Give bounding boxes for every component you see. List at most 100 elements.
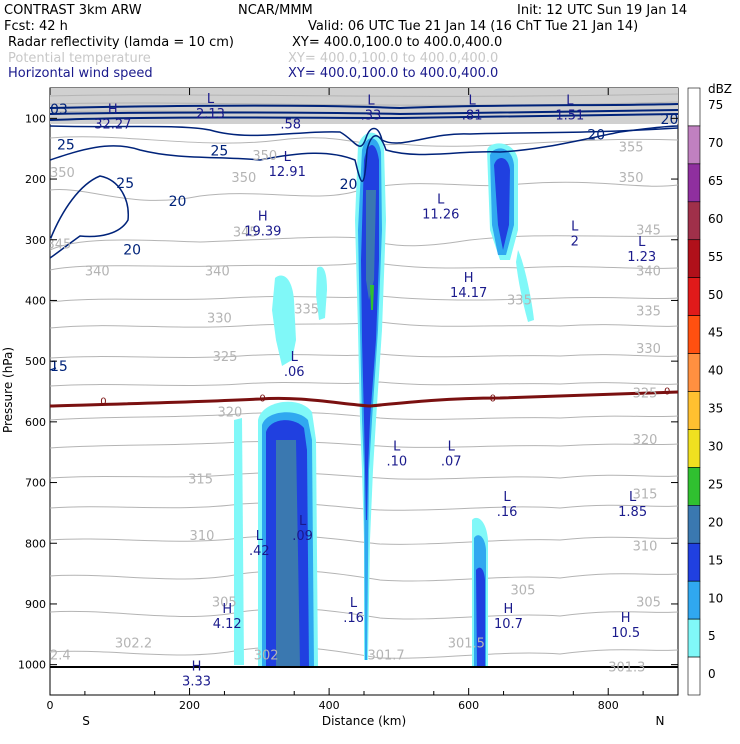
extremum-value: 32.27 xyxy=(94,117,131,132)
y-tick-label: 700 xyxy=(25,477,46,490)
colorbar-label: 5 xyxy=(708,629,716,643)
theta-label: 305 xyxy=(212,596,237,611)
theta-label: 335 xyxy=(294,303,319,318)
extremum-value: .58 xyxy=(280,117,301,132)
colorbar-swatch xyxy=(687,163,701,203)
colorbar-label: 40 xyxy=(708,364,723,378)
echo-central-green xyxy=(370,285,374,310)
theta-label: 345 xyxy=(233,225,258,240)
theta-contour xyxy=(50,381,678,387)
x-tick-label: 0 xyxy=(47,699,54,712)
theta-contour xyxy=(50,646,678,659)
extremum-letter: L xyxy=(469,93,477,108)
extremum-value: 19.39 xyxy=(244,224,281,239)
field-theta: Potential temperature xyxy=(8,51,151,66)
theta-label: 302.2 xyxy=(115,636,152,651)
extremum-value: 3.33 xyxy=(182,675,211,690)
theta-label: 340 xyxy=(205,264,230,279)
theta-label: 315 xyxy=(633,488,658,503)
theta-label: 345 xyxy=(47,238,72,253)
field-reflectivity-xy: XY= 400.0,100.0 to 400.0,400.0 xyxy=(292,35,502,50)
colorbar-label: 25 xyxy=(708,477,723,491)
theta-label: 310 xyxy=(190,529,215,544)
theta-label: 350 xyxy=(50,166,75,181)
colorbar-swatch xyxy=(687,391,701,430)
extremum-letter: L xyxy=(571,220,579,235)
colorbar-label: 35 xyxy=(708,402,723,416)
colorbar-label: 55 xyxy=(708,250,723,264)
theta-contour xyxy=(50,440,678,449)
extremum-letter: H xyxy=(621,611,631,626)
extremum-value: 2 xyxy=(571,235,579,250)
extremum-value: 2.13 xyxy=(196,107,225,122)
x-tick-label: 200 xyxy=(179,699,200,712)
wind-label: 15 xyxy=(50,359,68,375)
theta-label: 335 xyxy=(507,293,532,308)
theta-label: 305 xyxy=(636,596,661,611)
theta-contour xyxy=(50,502,678,511)
wind-label: 20 xyxy=(587,127,605,143)
forecast-hour: Fcst: 42 h xyxy=(4,19,68,34)
colorbar-label: 20 xyxy=(708,515,723,529)
echo-mid-small xyxy=(316,266,327,320)
theta-label: 350 xyxy=(252,149,277,164)
y-tick-label: 900 xyxy=(25,598,46,611)
colorbar-label: 50 xyxy=(708,288,723,302)
extremum-value: 12.91 xyxy=(269,165,306,180)
echo-east-core xyxy=(476,567,485,668)
extremum-value: 1.23 xyxy=(627,250,656,265)
colorbar-label: 60 xyxy=(708,212,723,226)
extremum-value: 1.51 xyxy=(555,108,584,123)
y-tick-label: 200 xyxy=(25,173,46,186)
init-time: Init: 12 UTC Sun 19 Jan 14 xyxy=(517,3,687,18)
extremum-value: .07 xyxy=(441,454,462,469)
theta-label: 2.4 xyxy=(50,649,71,664)
extremum-letter: L xyxy=(629,490,637,505)
theta-label: 320 xyxy=(217,406,242,421)
model-title: CONTRAST 3km ARW xyxy=(4,3,142,18)
colorbar-swatch xyxy=(687,656,701,696)
wind-label: 25 xyxy=(57,138,75,154)
freezing-level-line xyxy=(50,390,678,408)
theta-contour xyxy=(50,93,678,97)
extremum-letter: L xyxy=(291,350,299,365)
colorbar-unit: dBZ xyxy=(708,82,732,96)
colorbar-label: 10 xyxy=(708,591,723,605)
echo-ne-tail xyxy=(516,250,534,322)
x-axis-start-label: S xyxy=(82,714,90,728)
echo-mid-anvil xyxy=(272,275,296,366)
colorbar-swatch xyxy=(687,277,701,316)
wind-label: 03 xyxy=(50,102,68,118)
colorbar-swatch xyxy=(687,353,701,392)
echo-south-band xyxy=(276,440,300,668)
x-axis-end-label: N xyxy=(656,714,665,728)
colorbar-swatch xyxy=(687,505,701,544)
wind-label: 25 xyxy=(210,144,228,160)
theta-label: 302 xyxy=(254,649,279,664)
extremum-letter: L xyxy=(448,439,456,454)
theta-contour xyxy=(50,535,678,545)
y-tick-label: 600 xyxy=(25,416,46,429)
extremum-value: .33 xyxy=(361,108,382,123)
wind-label: 20 xyxy=(123,243,141,259)
field-wind: Horizontal wind speed xyxy=(8,66,153,81)
colorbar-label: 75 xyxy=(708,98,723,112)
theta-label: 340 xyxy=(636,264,661,279)
extremum-letter: L xyxy=(284,150,292,165)
colorbar-swatch xyxy=(687,580,701,620)
high-low-markers: H32.27L2.13.58L.33L.81L1.51L12.91L11.26H… xyxy=(94,92,656,690)
extremum-letter: L xyxy=(299,514,307,529)
colorbar-label: 0 xyxy=(708,667,716,681)
theta-label: 301.3 xyxy=(608,661,645,676)
theta-label: 320 xyxy=(633,433,658,448)
reflectivity-shading xyxy=(234,132,534,668)
theta-contour xyxy=(50,608,678,620)
colorbar-label: 45 xyxy=(708,326,723,340)
colorbar-swatch xyxy=(687,315,701,354)
extremum-value: 1.85 xyxy=(618,505,647,520)
colorbar-swatch xyxy=(687,125,701,165)
organization: NCAR/MMM xyxy=(238,3,313,18)
extremum-value: 14.17 xyxy=(450,286,487,301)
echo-ne-core xyxy=(494,158,510,250)
theta-label: 315 xyxy=(188,473,213,488)
